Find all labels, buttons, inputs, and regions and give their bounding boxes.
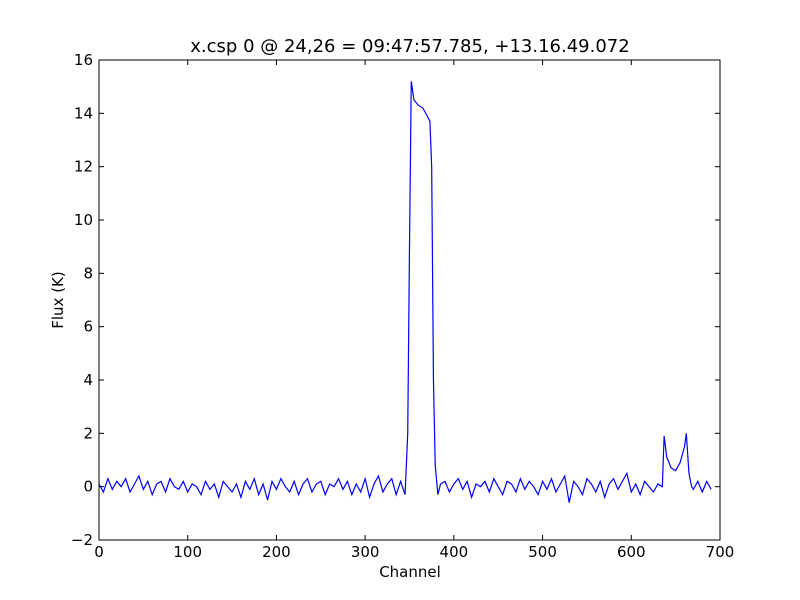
x-tick-label: 600 bbox=[617, 543, 646, 561]
y-tick-label: 16 bbox=[74, 51, 93, 69]
chart-title: x.csp 0 @ 24,26 = 09:47:57.785, +13.16.4… bbox=[190, 36, 629, 57]
x-axis-label: Channel bbox=[379, 563, 441, 581]
x-tick-label: 100 bbox=[173, 543, 202, 561]
y-tick-label: 10 bbox=[74, 211, 93, 229]
y-tick-label: 14 bbox=[74, 104, 93, 122]
y-tick-label: 4 bbox=[83, 371, 93, 389]
x-tick-label: 300 bbox=[351, 543, 380, 561]
y-tick-label: 2 bbox=[83, 424, 93, 442]
plot-frame bbox=[98, 59, 721, 541]
y-tick-label: 6 bbox=[83, 318, 93, 336]
y-tick-label: −2 bbox=[71, 531, 93, 549]
y-tick-label: 0 bbox=[83, 478, 93, 496]
y-axis-label: Flux (K) bbox=[49, 271, 67, 329]
x-tick-label: 500 bbox=[528, 543, 557, 561]
x-tick-label: 700 bbox=[706, 543, 735, 561]
data-line bbox=[98, 81, 712, 503]
y-tick-label: 12 bbox=[74, 158, 93, 176]
x-tick-label: 200 bbox=[262, 543, 291, 561]
y-tick-label: 8 bbox=[83, 264, 93, 282]
x-tick-label: 0 bbox=[94, 543, 104, 561]
x-tick-label: 400 bbox=[440, 543, 469, 561]
